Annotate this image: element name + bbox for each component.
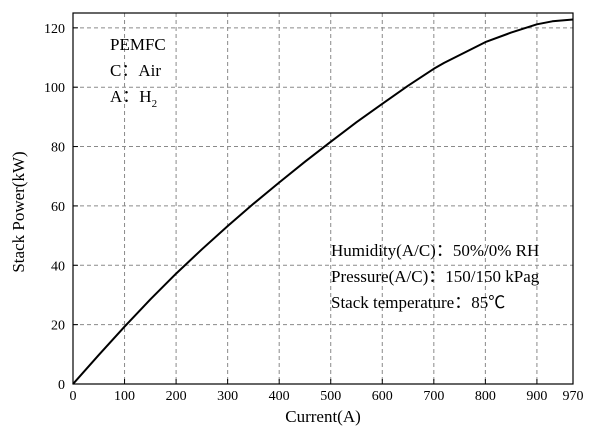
x-tick-label: 400 <box>269 389 290 404</box>
y-tick-label: 80 <box>51 141 65 156</box>
x-tick-label: 900 <box>526 389 547 404</box>
x-tick-label: 600 <box>372 389 393 404</box>
annotation-pressure: Pressure(A/C)：150/150 kPag <box>331 267 540 286</box>
annotation-top-left: PEMFC C：Air A：H2 <box>110 35 166 110</box>
annotation-anode-subscript: 2 <box>152 98 158 110</box>
annotation-cathode: C：Air <box>110 61 161 80</box>
y-tick-label: 0 <box>58 378 65 393</box>
y-axis-label: Stack Power(kW) <box>9 151 28 272</box>
y-tick-label: 120 <box>44 22 65 37</box>
y-tick-label: 100 <box>44 81 65 96</box>
series <box>72 18 574 385</box>
series-line <box>72 18 574 385</box>
ticks: 0 100 200 300 400 500 600 700 800 900 970 0 20 40 60 80… <box>44 22 584 404</box>
annotation-conditions: Humidity(A/C)：50%/0% RH Pressure(A/C)：15… <box>331 241 540 312</box>
y-tick-label: 20 <box>51 319 65 334</box>
annotation-humidity: Humidity(A/C)：50%/0% RH <box>331 241 539 260</box>
annotation-anode-prefix: A：H <box>110 87 152 106</box>
x-tick-label: 700 <box>423 389 444 404</box>
x-tick-label: 300 <box>217 389 238 404</box>
x-tick-label: 100 <box>114 389 135 404</box>
x-tick-label: 800 <box>475 389 496 404</box>
plot-frame <box>72 12 574 385</box>
y-tick-label: 60 <box>51 200 65 215</box>
annotation-anode: A：H2 <box>110 87 157 110</box>
x-tick-label: 970 <box>563 389 584 404</box>
annotation-temperature: Stack temperature：85℃ <box>331 293 505 312</box>
x-tick-label: 0 <box>70 389 77 404</box>
x-tick-label: 500 <box>320 389 341 404</box>
annotation-pemfc: PEMFC <box>110 35 166 54</box>
x-axis-label: Current(A) <box>285 407 361 426</box>
y-tick-label: 40 <box>51 259 65 274</box>
grid <box>73 13 573 384</box>
x-tick-label: 200 <box>166 389 187 404</box>
